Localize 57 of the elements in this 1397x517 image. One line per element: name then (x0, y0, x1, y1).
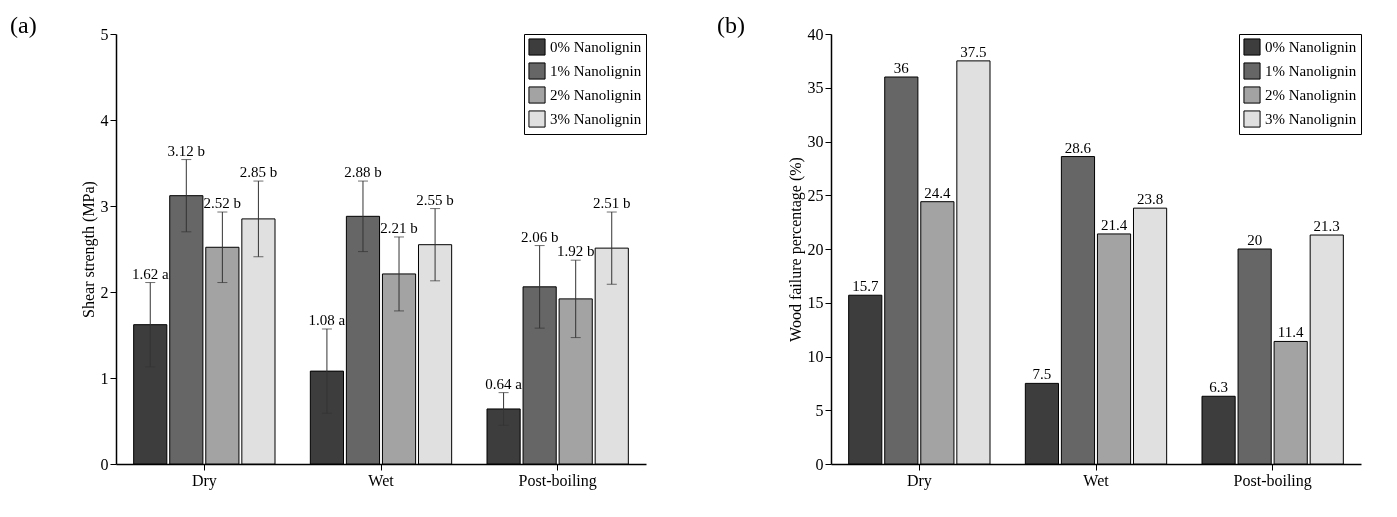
legend-label: 1% Nanolignin (1265, 63, 1357, 79)
data-label: 1.62 a (131, 265, 169, 282)
data-label: 21.3 (1313, 218, 1340, 235)
data-label: 2.85 b (239, 164, 278, 181)
x-tick-label: Dry (906, 471, 932, 490)
y-tick-label: 1 (100, 369, 109, 387)
data-label: 6.3 (1209, 379, 1228, 396)
y-tick-label: 5 (100, 25, 109, 43)
data-label: 2.52 b (203, 195, 242, 212)
data-label: 2.21 b (380, 219, 418, 236)
x-tick-label: Wet (368, 471, 395, 489)
x-tick-label: Wet (1083, 471, 1110, 489)
data-label: 0.64 a (485, 375, 523, 392)
x-tick-label: Post-boiling (1233, 471, 1312, 490)
y-tick-label: 3 (100, 197, 109, 215)
data-label: 1.92 b (556, 243, 595, 260)
legend-label: 1% Nanolignin (550, 63, 642, 79)
legend-label: 0% Nanolignin (1265, 39, 1357, 55)
data-label: 11.4 (1277, 324, 1305, 341)
y-axis-title: Wood failure percentage (%) (786, 157, 805, 342)
chart-title: (b) (717, 12, 745, 38)
y-axis-title: Shear strength (MPa) (79, 181, 98, 318)
y-tick-label: 35 (807, 79, 824, 97)
y-tick-label: 15 (807, 294, 824, 312)
legend-label: 0% Nanolignin (550, 39, 642, 55)
data-label: 21.4 (1100, 216, 1128, 233)
data-label: 24.4 (924, 184, 951, 201)
legend-label: 3% Nanolignin (550, 111, 642, 127)
chart-title: (a) (10, 12, 37, 38)
y-tick-label: 30 (807, 133, 824, 150)
data-label: 7.5 (1032, 366, 1052, 383)
data-label: 3.12 b (167, 142, 206, 159)
data-label: 2.55 b (416, 191, 454, 208)
y-tick-label: 4 (100, 111, 109, 129)
y-tick-label: 10 (807, 348, 824, 365)
y-tick-label: 2 (100, 283, 109, 301)
data-label: 37.5 (960, 43, 987, 60)
data-label: 23.8 (1136, 191, 1164, 208)
y-tick-label: 40 (807, 25, 824, 43)
data-label: 2.88 b (344, 164, 382, 181)
data-label: 2.51 b (593, 195, 631, 212)
y-tick-label: 20 (807, 240, 824, 258)
y-tick-label: 25 (807, 186, 824, 204)
data-label: 20 (1247, 232, 1263, 248)
data-label: 36 (893, 60, 910, 76)
legend-label: 3% Nanolignin (1265, 111, 1357, 127)
data-label: 15.7 (852, 278, 879, 295)
data-label: 1.08 a (308, 311, 346, 328)
legend-label: 2% Nanolignin (1265, 87, 1357, 103)
x-tick-label: Dry (191, 471, 217, 490)
y-tick-label: 0 (100, 455, 109, 473)
x-tick-label: Post-boiling (518, 471, 597, 490)
legend-label: 2% Nanolignin (550, 87, 642, 103)
data-label: 28.6 (1064, 139, 1092, 156)
y-tick-label: 5 (815, 401, 824, 419)
data-label: 2.06 b (520, 228, 559, 245)
y-tick-label: 0 (815, 455, 824, 473)
